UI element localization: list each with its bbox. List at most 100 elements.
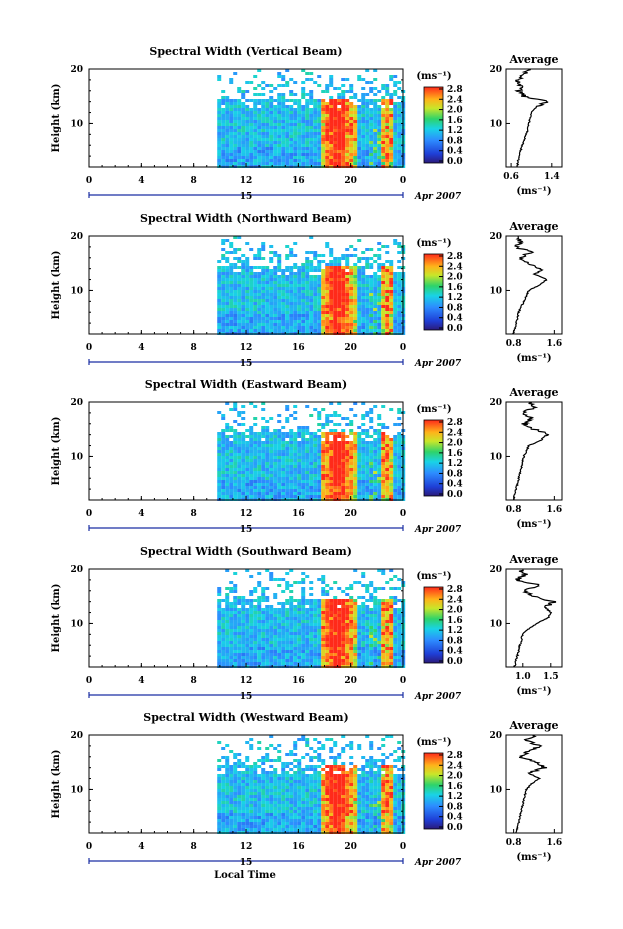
colorbar-tick-label: 0.0 bbox=[447, 157, 463, 167]
heatmap-cell bbox=[277, 141, 282, 144]
heatmap-cell bbox=[217, 632, 222, 635]
heatmap-cell bbox=[365, 159, 370, 162]
heatmap-cell bbox=[353, 650, 358, 653]
heatmap-cell bbox=[385, 147, 390, 150]
heatmap-cell bbox=[261, 462, 266, 465]
average-profile-line bbox=[512, 236, 548, 335]
heatmap-cell bbox=[381, 611, 386, 614]
heatmap-cell bbox=[241, 93, 246, 96]
heatmap-cell bbox=[245, 444, 250, 447]
heatmap-cell bbox=[301, 438, 306, 441]
average-frame bbox=[505, 401, 563, 501]
heatmap-cell bbox=[297, 638, 302, 641]
heatmap-cell bbox=[365, 156, 370, 159]
heatmap-cell bbox=[357, 320, 362, 323]
heatmap-cell bbox=[297, 480, 302, 483]
heatmap-cell bbox=[365, 468, 370, 471]
heatmap-cell bbox=[321, 432, 326, 435]
heatmap-cell bbox=[381, 662, 386, 665]
heatmap-cell bbox=[261, 114, 266, 117]
heatmap-cell bbox=[277, 644, 282, 647]
heatmap-cell bbox=[313, 135, 318, 138]
heatmap-cell bbox=[313, 480, 318, 483]
heatmap-cell bbox=[265, 605, 270, 608]
heatmap-cell bbox=[341, 620, 346, 623]
x-tick-label: 16 bbox=[292, 509, 305, 519]
heatmap-cell bbox=[253, 417, 258, 420]
heatmap-cell bbox=[297, 156, 302, 159]
heatmap-cell bbox=[301, 108, 306, 111]
heatmap-cell bbox=[385, 99, 390, 102]
heatmap-cell bbox=[377, 132, 382, 135]
heatmap-cell bbox=[353, 326, 358, 329]
heatmap-cell bbox=[325, 308, 330, 311]
heatmap-cell bbox=[373, 614, 378, 617]
heatmap-cell bbox=[325, 141, 330, 144]
heatmap-cell bbox=[353, 450, 358, 453]
heatmap-cell bbox=[257, 248, 262, 251]
heatmap-cell bbox=[333, 474, 338, 477]
heatmap-cell bbox=[233, 584, 238, 587]
heatmap-cell bbox=[337, 293, 342, 296]
heatmap-cell bbox=[345, 314, 350, 317]
heatmap-cell bbox=[233, 635, 238, 638]
heatmap-cell bbox=[233, 72, 238, 75]
heatmap-cell bbox=[269, 281, 274, 284]
heatmap-cell bbox=[297, 293, 302, 296]
heatmap-cell bbox=[293, 126, 298, 129]
heatmap-cell bbox=[333, 323, 338, 326]
heatmap-cell bbox=[361, 617, 366, 620]
heatmap-cell bbox=[217, 314, 222, 317]
heatmap-cell bbox=[389, 444, 394, 447]
heatmap-cell bbox=[217, 302, 222, 305]
heatmap-cell bbox=[325, 656, 330, 659]
heatmap-cell bbox=[305, 290, 310, 293]
heatmap-cell bbox=[265, 99, 270, 102]
heatmap-cell bbox=[365, 305, 370, 308]
heatmap-cell bbox=[221, 326, 226, 329]
heatmap-cell bbox=[265, 111, 270, 114]
heatmap-cell bbox=[361, 489, 366, 492]
heatmap-cell bbox=[329, 99, 334, 102]
heatmap-cell bbox=[393, 135, 398, 138]
heatmap-cell bbox=[221, 432, 226, 435]
heatmap-cell bbox=[321, 456, 326, 459]
heatmap-cell bbox=[225, 159, 230, 162]
heatmap-cell bbox=[317, 450, 322, 453]
heatmap-cell bbox=[229, 641, 234, 644]
heatmap-cell bbox=[377, 474, 382, 477]
heatmap-cell bbox=[377, 162, 382, 165]
heatmap-cell bbox=[373, 599, 378, 602]
heatmap-cell bbox=[313, 495, 318, 498]
heatmap-cell bbox=[337, 608, 342, 611]
heatmap-cell bbox=[393, 438, 398, 441]
heatmap-cell bbox=[305, 329, 310, 332]
heatmap-cell bbox=[301, 159, 306, 162]
heatmap-cell bbox=[289, 326, 294, 329]
heatmap-cell bbox=[285, 141, 290, 144]
heatmap-cell bbox=[221, 438, 226, 441]
heatmap-cell bbox=[217, 444, 222, 447]
heatmap-cell bbox=[221, 329, 226, 332]
heatmap-cell bbox=[393, 629, 398, 632]
heatmap-cell bbox=[277, 602, 282, 605]
heatmap-cell bbox=[285, 320, 290, 323]
heatmap-cell bbox=[229, 632, 234, 635]
heatmap-cell bbox=[365, 450, 370, 453]
heatmap-cell bbox=[357, 465, 362, 468]
heatmap-cell bbox=[389, 302, 394, 305]
heatmap-cell bbox=[361, 441, 366, 444]
heatmap-cell bbox=[393, 608, 398, 611]
heatmap-cell bbox=[361, 326, 366, 329]
heatmap-cell bbox=[393, 317, 398, 320]
heatmap-cell bbox=[333, 320, 338, 323]
heatmap-cell bbox=[229, 450, 234, 453]
heatmap-cell bbox=[337, 290, 342, 293]
heatmap-cell bbox=[285, 599, 290, 602]
heatmap-cell bbox=[329, 317, 334, 320]
heatmap-cell bbox=[373, 290, 378, 293]
heatmap-cell bbox=[229, 462, 234, 465]
heatmap-cell bbox=[297, 650, 302, 653]
heatmap-cell bbox=[277, 662, 282, 665]
heatmap-cell bbox=[253, 656, 258, 659]
